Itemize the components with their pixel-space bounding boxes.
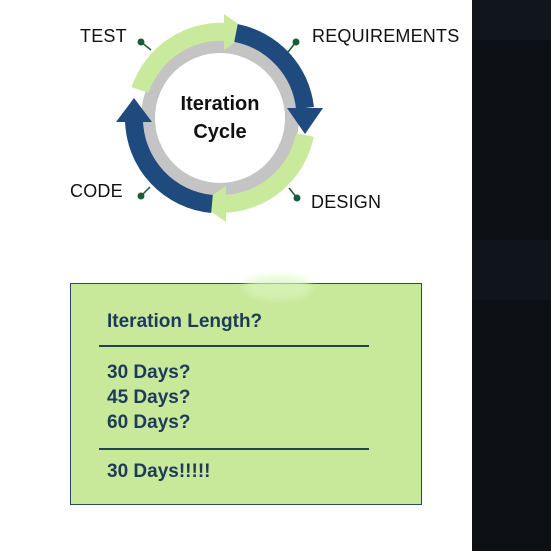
box-answer: 30 Days!!!!! [107, 461, 211, 482]
iteration-cycle-diagram: Iteration Cycle TEST REQUIREMENTS DESIGN… [0, 0, 470, 240]
arrowhead-design [200, 186, 226, 222]
arrow-segment-requirements [234, 24, 314, 110]
dark-panel-band [472, 0, 551, 40]
dark-side-panel [472, 0, 551, 551]
arrow-segment-test [131, 22, 229, 94]
connector-dot-code [137, 192, 145, 200]
center-title-line2: Cycle [193, 121, 247, 143]
label-code: CODE [70, 181, 123, 201]
cycle-center-title: Iteration Cycle [160, 90, 280, 146]
box-divider [99, 345, 369, 347]
option-45-days: 45 Days? [107, 387, 191, 408]
arrow-segment-code [125, 119, 214, 213]
box-heading: Iteration Length? [107, 311, 263, 332]
arrowhead-requirements [287, 108, 323, 134]
connector-dot-requirements [292, 38, 300, 46]
label-test: TEST [80, 26, 127, 46]
arrow-segment-design [221, 132, 314, 213]
option-30-days: 30 Days? [107, 362, 191, 383]
cycle-graphic [116, 14, 323, 222]
center-title-line1: Iteration [180, 93, 260, 115]
center-disc [157, 55, 283, 181]
connector-dot-test [137, 38, 145, 46]
label-requirements: REQUIREMENTS [312, 26, 460, 46]
option-60-days: 60 Days? [107, 412, 191, 433]
arrowhead-code [116, 98, 152, 122]
dark-panel-band [472, 240, 551, 300]
iteration-length-box: Iteration Length? 30 Days? 45 Days? 60 D… [70, 276, 422, 505]
connector-dot-design [293, 194, 301, 202]
box-highlight [243, 276, 313, 300]
label-design: DESIGN [311, 192, 382, 212]
box-divider [99, 448, 369, 450]
